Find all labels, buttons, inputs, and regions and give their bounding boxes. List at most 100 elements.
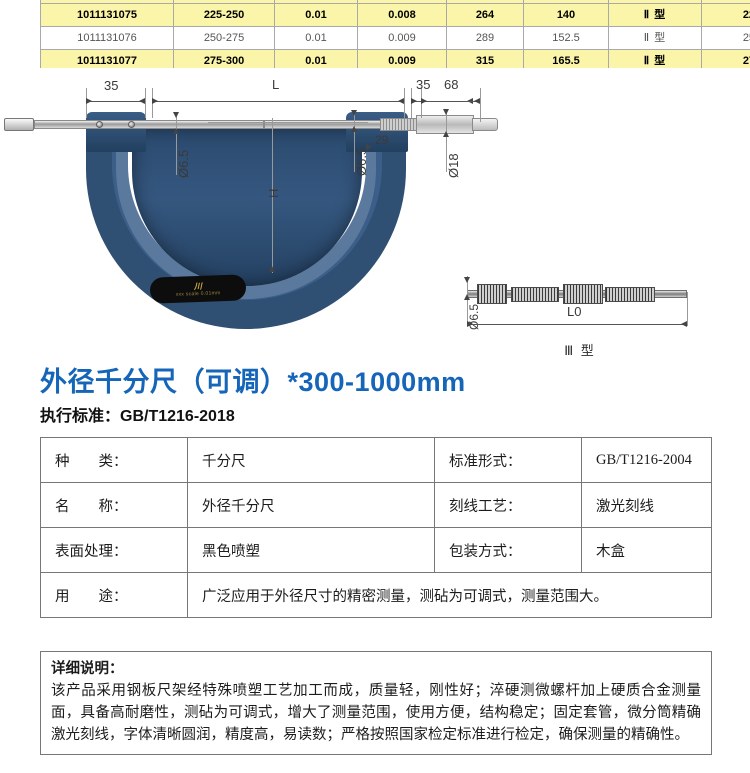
parts-table: 1011131074 200-225 0.01 0.008 238 127 Ⅱ …: [40, 0, 750, 73]
arrow-35l-right: [139, 98, 145, 104]
dim-label-L0: L0: [567, 304, 582, 319]
arrow-rod-d65-down: [464, 294, 470, 300]
micrometer-ratchet-stop: [472, 118, 498, 131]
ext-line-68-a: [480, 88, 481, 122]
info-label-engraving: 刻线工艺：: [434, 482, 582, 528]
technical-drawing: 川 xxx scale 0.01mm 35 L 35 68 Ø6.5 Ø6.5 …: [0, 68, 750, 358]
arrow-35r-left: [411, 98, 417, 104]
cell-grad: 0.01: [274, 3, 358, 27]
arrow-d65m-down: [351, 126, 357, 132]
info-row: 名 称： 外径千分尺 刻线工艺： 激光刻线: [40, 482, 712, 528]
rod-body-right: [605, 287, 655, 302]
detail-description-box: 详细说明： 该产品采用钢板尺架经特殊喷塑工艺加工而成，质量轻，刚性好；淬硬测微螺…: [40, 651, 712, 755]
info-value-standard: GB/T1216-2004: [581, 437, 712, 483]
cell-type: Ⅱ 型: [608, 3, 702, 27]
info-value-use: 广泛应用于外径尺寸的精密测量，测砧为可调式，测量范围大。: [187, 572, 712, 618]
cell-l0: 250: [701, 26, 750, 50]
arrow-H-bottom: [269, 266, 275, 272]
cell-range: 250-275: [173, 26, 275, 50]
cell-error: 0.009: [357, 26, 447, 50]
arrow-68-left: [421, 98, 427, 104]
info-label-surface: 表面处理：: [40, 527, 188, 573]
info-label-standard: 标准形式：: [434, 437, 582, 483]
info-label-use: 用 途：: [40, 572, 188, 618]
cell-error: 0.008: [357, 3, 447, 27]
dim-label-H: H: [266, 188, 281, 198]
cell-l0: 225: [701, 3, 750, 27]
arrow-d18-up: [443, 109, 449, 115]
micrometer-clamp-screw-1: [96, 121, 103, 128]
info-value-packaging: 木盒: [581, 527, 712, 573]
dim-label-d65-left: Ø6.5: [176, 149, 191, 178]
arrow-L-right: [398, 98, 404, 104]
cell-l: 264: [446, 3, 524, 27]
arrow-L0-left: [467, 321, 473, 327]
arrow-35l-left: [86, 98, 92, 104]
dim-label-29: 29: [375, 133, 389, 147]
info-row: 表面处理： 黑色喷塑 包装方式： 木盒: [40, 527, 712, 573]
dim-line-L0: [467, 324, 687, 325]
rod-diagram: Ø6.5 L0 Ⅲ 型: [455, 268, 705, 363]
info-value-type: 千分尺: [187, 437, 435, 483]
rod-knurl-mid: [563, 284, 603, 304]
ext-line-d18: [446, 110, 447, 172]
parts-specification-table: 1011131074 200-225 0.01 0.008 238 127 Ⅱ …: [40, 0, 750, 73]
dim-label-d18: Ø18: [446, 153, 461, 178]
micrometer-arm-left: [86, 112, 146, 152]
ext-line-d65l: [176, 113, 177, 175]
rod-type-label: Ⅲ 型: [564, 343, 596, 358]
info-table: 种 类： 千分尺 标准形式： GB/T1216-2004 名 称： 外径千分尺 …: [40, 437, 712, 618]
cell-code: 1011131076: [40, 26, 174, 50]
cell-type: Ⅱ 型: [608, 26, 702, 50]
micrometer-measuring-rod: [34, 120, 264, 129]
info-row-use: 用 途： 广泛应用于外径尺寸的精密测量，测砧为可调式，测量范围大。: [40, 572, 712, 618]
dim-line-H: [272, 118, 273, 273]
cell-code: 1011131075: [40, 3, 174, 27]
micrometer-sleeve: [380, 118, 420, 131]
arrow-d65l-up: [173, 112, 179, 118]
ext-line-L-b: [404, 88, 405, 118]
cell-h: 140: [523, 3, 609, 27]
arrow-L0-right: [681, 321, 687, 327]
table-row[interactable]: 1011131075 225-250 0.01 0.008 264 140 Ⅱ …: [40, 3, 750, 27]
arrow-d65m-up: [351, 110, 357, 116]
cell-l: 289: [446, 26, 524, 50]
arrow-d18-down: [443, 131, 449, 137]
cell-grad: 0.01: [274, 26, 358, 50]
table-row[interactable]: 1011131076 250-275 0.01 0.009 289 152.5 …: [40, 26, 750, 50]
rod-body-left: [511, 287, 559, 302]
info-label-packaging: 包装方式：: [434, 527, 582, 573]
dim-label-L: L: [272, 77, 280, 92]
ext-line-rod-d65: [467, 276, 468, 326]
info-value-name: 外径千分尺: [187, 482, 435, 528]
dim-line-35-left: [86, 101, 145, 102]
micrometer-clamp-screw-2: [128, 121, 135, 128]
arrow-rod-d65-up: [464, 277, 470, 283]
info-label-name: 名 称：: [40, 482, 188, 528]
detail-body: 该产品采用钢板尺架经特殊喷塑工艺加工而成，质量轻，刚性好；淬硬测微螺杆加上硬质合…: [51, 683, 701, 743]
dim-line-68: [421, 101, 480, 102]
cell-h: 152.5: [523, 26, 609, 50]
ext-line-35l-b: [145, 88, 146, 118]
dim-label-d65-mid: Ø6.5: [354, 147, 369, 176]
product-info-table: 种 类： 千分尺 标准形式： GB/T1216-2004 名 称： 外径千分尺 …: [40, 437, 712, 618]
info-row: 种 类： 千分尺 标准形式： GB/T1216-2004: [40, 437, 712, 483]
ext-line-L0-right: [687, 292, 688, 326]
dim-label-35-left: 35: [104, 78, 119, 93]
arrow-L-left: [152, 98, 158, 104]
brand-sub-text: xxx scale 0.01mm: [175, 289, 221, 298]
arrow-68-right: [474, 98, 480, 104]
info-value-engraving: 激光刻线: [581, 482, 712, 528]
rod-knurl-left: [477, 284, 507, 304]
dim-label-68: 68: [444, 77, 459, 92]
ext-line-d65m: [354, 110, 355, 172]
dim-label-35-right: 35: [416, 77, 431, 92]
table-row[interactable]: 1011131074 200-225 0.01 0.008 238 127 Ⅱ …: [40, 0, 750, 4]
cell-code: 1011131077: [40, 49, 174, 73]
dim-line-L: [152, 101, 404, 102]
info-label-type: 种 类：: [40, 437, 188, 483]
arrow-29: [366, 144, 372, 150]
arrow-d65l-down: [173, 128, 179, 134]
micrometer-anvil: [4, 118, 34, 131]
detail-title: 详细说明：: [51, 661, 124, 677]
